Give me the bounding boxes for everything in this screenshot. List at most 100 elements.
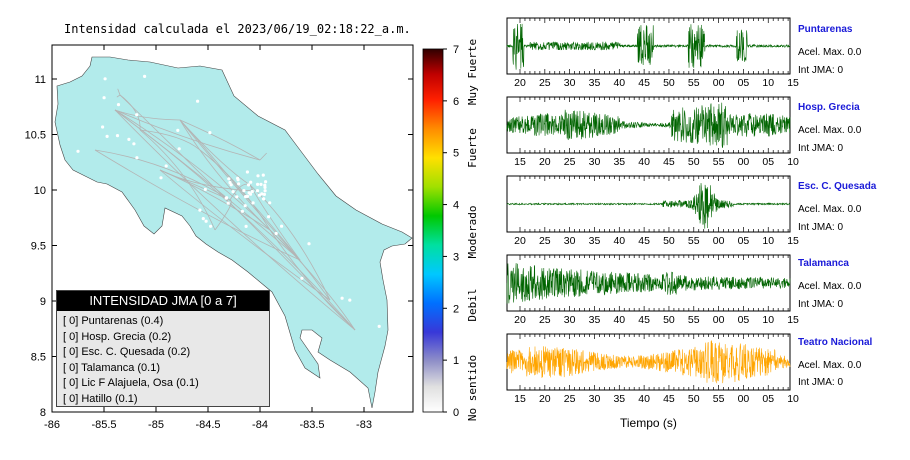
time-tick-label: 20 (514, 77, 526, 89)
time-tick-label: 00 (738, 393, 750, 405)
time-tick-label: 25 (539, 235, 551, 247)
time-tick-label: 25 (564, 156, 576, 168)
legend-item: [ 0] Puntarenas (0.4) (63, 315, 164, 327)
time-tick-label: 05 (738, 77, 750, 89)
road (179, 119, 261, 161)
time-tick-label: 30 (564, 235, 576, 247)
road (119, 94, 141, 131)
station-acel: Acel. Max. 0.0 (798, 47, 862, 58)
lon-tick-label: -85 (148, 419, 164, 431)
time-tick-label: 50 (688, 156, 700, 168)
road (214, 199, 232, 231)
town-marker (257, 193, 261, 197)
legend-item: [ 0] Hosp. Grecia (0.2) (63, 330, 172, 343)
time-tick-label: 30 (589, 156, 601, 168)
legend-list: [ 0] Puntarenas (0.4) [ 0] Hosp. Grecia … (57, 311, 269, 407)
town-marker (249, 180, 253, 184)
road (114, 109, 181, 121)
station-acel: Acel. Max. 0.0 (798, 204, 862, 215)
town-marker (176, 128, 180, 132)
map-axes: -86 -85.5 -85 -84.5 -84 -83.5 -83 11 10.5 10 9.5 9 8… (25, 45, 413, 431)
lat-tick-label: 8.5 (31, 352, 46, 364)
town-marker (135, 156, 139, 160)
town-marker (127, 137, 131, 141)
town-marker (226, 201, 230, 205)
road (159, 169, 231, 201)
time-tick-label: 35 (589, 235, 601, 247)
town-marker (164, 164, 168, 168)
town-marker (244, 195, 248, 199)
road (139, 129, 216, 231)
town-marker (237, 182, 241, 186)
time-tick-label: 55 (688, 77, 700, 89)
town-marker (243, 204, 247, 208)
time-tick-label: 40 (613, 235, 625, 247)
time-tick-label: 40 (638, 393, 650, 405)
town-marker (203, 187, 207, 191)
time-tick-label: 50 (663, 235, 675, 247)
time-tick-label: 30 (589, 393, 601, 405)
town-marker (307, 242, 311, 246)
lon-tick-label: -85.5 (91, 419, 116, 431)
town-marker (115, 134, 120, 138)
road (239, 189, 331, 301)
road (94, 149, 231, 201)
town-marker (231, 190, 235, 194)
station-int: Int JMA: 0 (798, 143, 844, 154)
time-tick-label: 45 (638, 235, 650, 247)
road (199, 149, 271, 231)
town-marker (204, 219, 208, 223)
town-marker (261, 197, 266, 201)
time-tick-label: 00 (738, 156, 750, 168)
time-tick-label: 15 (514, 156, 526, 168)
town-marker (235, 195, 239, 199)
lat-tick-label: 8 (40, 407, 46, 419)
time-tick-label: 45 (663, 393, 675, 405)
costa-rica-land (54, 56, 413, 409)
station-int: Int JMA: 0 (798, 65, 844, 76)
road (117, 88, 121, 96)
town-marker (242, 189, 246, 193)
time-tick-label: 15 (787, 314, 799, 326)
waveform-trace (506, 183, 791, 229)
time-tick-label: 20 (539, 156, 551, 168)
time-tick-label: 35 (613, 156, 625, 168)
road (114, 109, 356, 331)
town-marker (274, 231, 278, 236)
time-tick-label: 15 (514, 393, 526, 405)
colorbar-class-label: Debil (466, 288, 479, 321)
road (269, 229, 356, 331)
legend-title: INTENSIDAD JMA [0 a 7] (57, 291, 269, 311)
legend-item: [ 0] Hatillo (0.1) (63, 392, 138, 405)
town-marker (244, 224, 248, 228)
time-tick-label: 20 (539, 393, 551, 405)
station-int: Int JMA: 0 (798, 299, 844, 310)
station-name: Talamanca (798, 258, 849, 269)
colorbar-tick-label: 5 (453, 148, 459, 160)
town-marker (101, 125, 105, 129)
town-marker (102, 96, 106, 100)
time-tick-label: 50 (663, 314, 675, 326)
road (179, 119, 251, 186)
road (159, 169, 331, 301)
town-marker (236, 176, 240, 180)
road (179, 119, 301, 261)
town-marker (228, 180, 232, 185)
town-marker (76, 149, 80, 153)
colorbar-tick-label: 7 (453, 44, 459, 56)
colorbar-tick-label: 2 (453, 303, 459, 315)
time-tick-label: 10 (762, 314, 774, 326)
colorbar (422, 48, 444, 413)
town-marker (143, 74, 147, 78)
station-acel: Acel. Max. 0.0 (798, 125, 862, 136)
road (269, 229, 356, 331)
town-marker (103, 77, 107, 81)
town-marker (159, 176, 163, 180)
time-tick-label: 40 (613, 77, 625, 89)
road (94, 149, 301, 261)
town-marker (247, 191, 251, 195)
station-name: Puntarenas (798, 24, 853, 35)
town-marker (135, 113, 139, 117)
town-marker (246, 183, 251, 187)
lon-tick-label: -83.5 (299, 419, 324, 431)
